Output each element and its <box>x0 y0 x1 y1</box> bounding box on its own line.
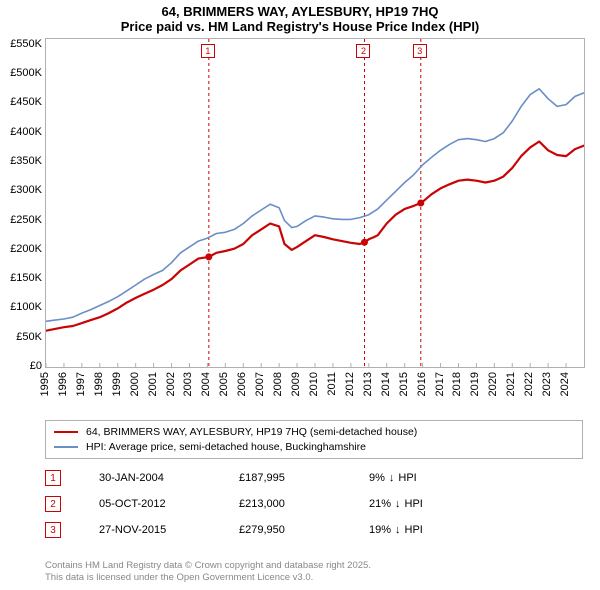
legend: 64, BRIMMERS WAY, AYLESBURY, HP19 7HQ (s… <box>45 420 583 459</box>
y-tick-label: £0 <box>0 360 42 372</box>
legend-row: HPI: Average price, semi-detached house,… <box>54 440 574 455</box>
sale-diff: 21% ↓ HPI <box>369 498 479 510</box>
x-tick-label: 2008 <box>272 372 284 396</box>
y-tick-label: £500K <box>0 67 42 79</box>
title-address: 64, BRIMMERS WAY, AYLESBURY, HP19 7HQ <box>0 4 600 19</box>
title-block: 64, BRIMMERS WAY, AYLESBURY, HP19 7HQ Pr… <box>0 0 600 34</box>
sale-diff: 19% ↓ HPI <box>369 524 479 536</box>
x-tick-label: 2021 <box>505 372 517 396</box>
y-tick-label: £300K <box>0 184 42 196</box>
x-tick-label: 1997 <box>75 372 87 396</box>
sale-diff-vs: HPI <box>405 498 423 510</box>
x-tick-label: 2014 <box>380 372 392 396</box>
legend-swatch <box>54 431 78 433</box>
y-tick-label: £200K <box>0 243 42 255</box>
sale-diff-vs: HPI <box>398 472 416 484</box>
footer-line2: This data is licensed under the Open Gov… <box>45 572 371 584</box>
sale-date: 30-JAN-2004 <box>99 472 239 484</box>
sale-date: 05-OCT-2012 <box>99 498 239 510</box>
sale-price: £279,950 <box>239 524 369 536</box>
legend-text: 64, BRIMMERS WAY, AYLESBURY, HP19 7HQ (s… <box>86 425 417 440</box>
title-subtitle: Price paid vs. HM Land Registry's House … <box>0 19 600 34</box>
footer-attribution: Contains HM Land Registry data © Crown c… <box>45 560 371 584</box>
sale-diff-pct: 9% <box>369 472 385 484</box>
plot-svg <box>46 39 584 367</box>
down-arrow-icon: ↓ <box>395 498 401 510</box>
sale-marker-box: 1 <box>45 470 61 486</box>
x-tick-label: 2012 <box>344 372 356 396</box>
x-tick-label: 1999 <box>111 372 123 396</box>
down-arrow-icon: ↓ <box>389 472 395 484</box>
legend-row: 64, BRIMMERS WAY, AYLESBURY, HP19 7HQ (s… <box>54 425 574 440</box>
sale-diff-pct: 21% <box>369 498 391 510</box>
sale-diff-vs: HPI <box>405 524 423 536</box>
x-tick-label: 2005 <box>218 372 230 396</box>
sale-marker-box: 1 <box>201 44 215 58</box>
x-tick-label: 2018 <box>451 372 463 396</box>
sales-table: 130-JAN-2004£187,9959%↓HPI205-OCT-2012£2… <box>45 465 583 543</box>
sale-marker-box: 3 <box>45 522 61 538</box>
x-tick-label: 1995 <box>39 372 51 396</box>
legend-text: HPI: Average price, semi-detached house,… <box>86 440 366 455</box>
x-tick-label: 2023 <box>541 372 553 396</box>
x-tick-label: 2001 <box>147 372 159 396</box>
x-tick-label: 2011 <box>326 372 338 396</box>
sales-row: 3 27-NOV-2015£279,95019% ↓ HPI <box>45 517 583 543</box>
sale-diff: 9% ↓HPI <box>369 472 479 484</box>
y-tick-label: £450K <box>0 96 42 108</box>
legend-swatch <box>54 446 78 448</box>
sales-row: 2 05-OCT-2012£213,00021% ↓ HPI <box>45 491 583 517</box>
x-tick-label: 1998 <box>93 372 105 396</box>
sale-date: 27-NOV-2015 <box>99 524 239 536</box>
x-tick-label: 2015 <box>398 372 410 396</box>
x-tick-label: 2016 <box>416 372 428 396</box>
y-tick-label: £100K <box>0 301 42 313</box>
x-tick-label: 2000 <box>129 372 141 396</box>
plot-area <box>45 38 585 368</box>
x-tick-label: 2006 <box>236 372 248 396</box>
footer-line1: Contains HM Land Registry data © Crown c… <box>45 560 371 572</box>
x-tick-label: 2024 <box>559 372 571 396</box>
x-tick-label: 2017 <box>434 372 446 396</box>
sale-marker-box: 2 <box>45 496 61 512</box>
y-tick-label: £550K <box>0 38 42 50</box>
x-tick-label: 2020 <box>487 372 499 396</box>
y-tick-label: £250K <box>0 214 42 226</box>
x-tick-label: 2002 <box>165 372 177 396</box>
x-tick-label: 2003 <box>182 372 194 396</box>
sale-marker-box: 2 <box>356 44 370 58</box>
down-arrow-icon: ↓ <box>395 524 401 536</box>
x-tick-label: 1996 <box>57 372 69 396</box>
sale-diff-pct: 19% <box>369 524 391 536</box>
x-tick-label: 2013 <box>362 372 374 396</box>
y-tick-label: £150K <box>0 272 42 284</box>
sale-price: £213,000 <box>239 498 369 510</box>
y-tick-label: £350K <box>0 155 42 167</box>
x-tick-label: 2019 <box>469 372 481 396</box>
chart-container: 64, BRIMMERS WAY, AYLESBURY, HP19 7HQ Pr… <box>0 0 600 590</box>
x-tick-label: 2022 <box>523 372 535 396</box>
y-tick-label: £50K <box>0 331 42 343</box>
sales-row: 1 30-JAN-2004£187,9959% ↓HPI <box>45 465 583 491</box>
x-tick-label: 2004 <box>200 372 212 396</box>
y-tick-label: £400K <box>0 126 42 138</box>
sale-marker-box: 3 <box>413 44 427 58</box>
chart-area: £0 £50K £100K £150K £200K £250K £300K £350K £400… <box>0 38 600 408</box>
x-tick-label: 2010 <box>308 372 320 396</box>
x-tick-label: 2007 <box>254 372 266 396</box>
x-tick-label: 2009 <box>290 372 302 396</box>
sale-price: £187,995 <box>239 472 369 484</box>
